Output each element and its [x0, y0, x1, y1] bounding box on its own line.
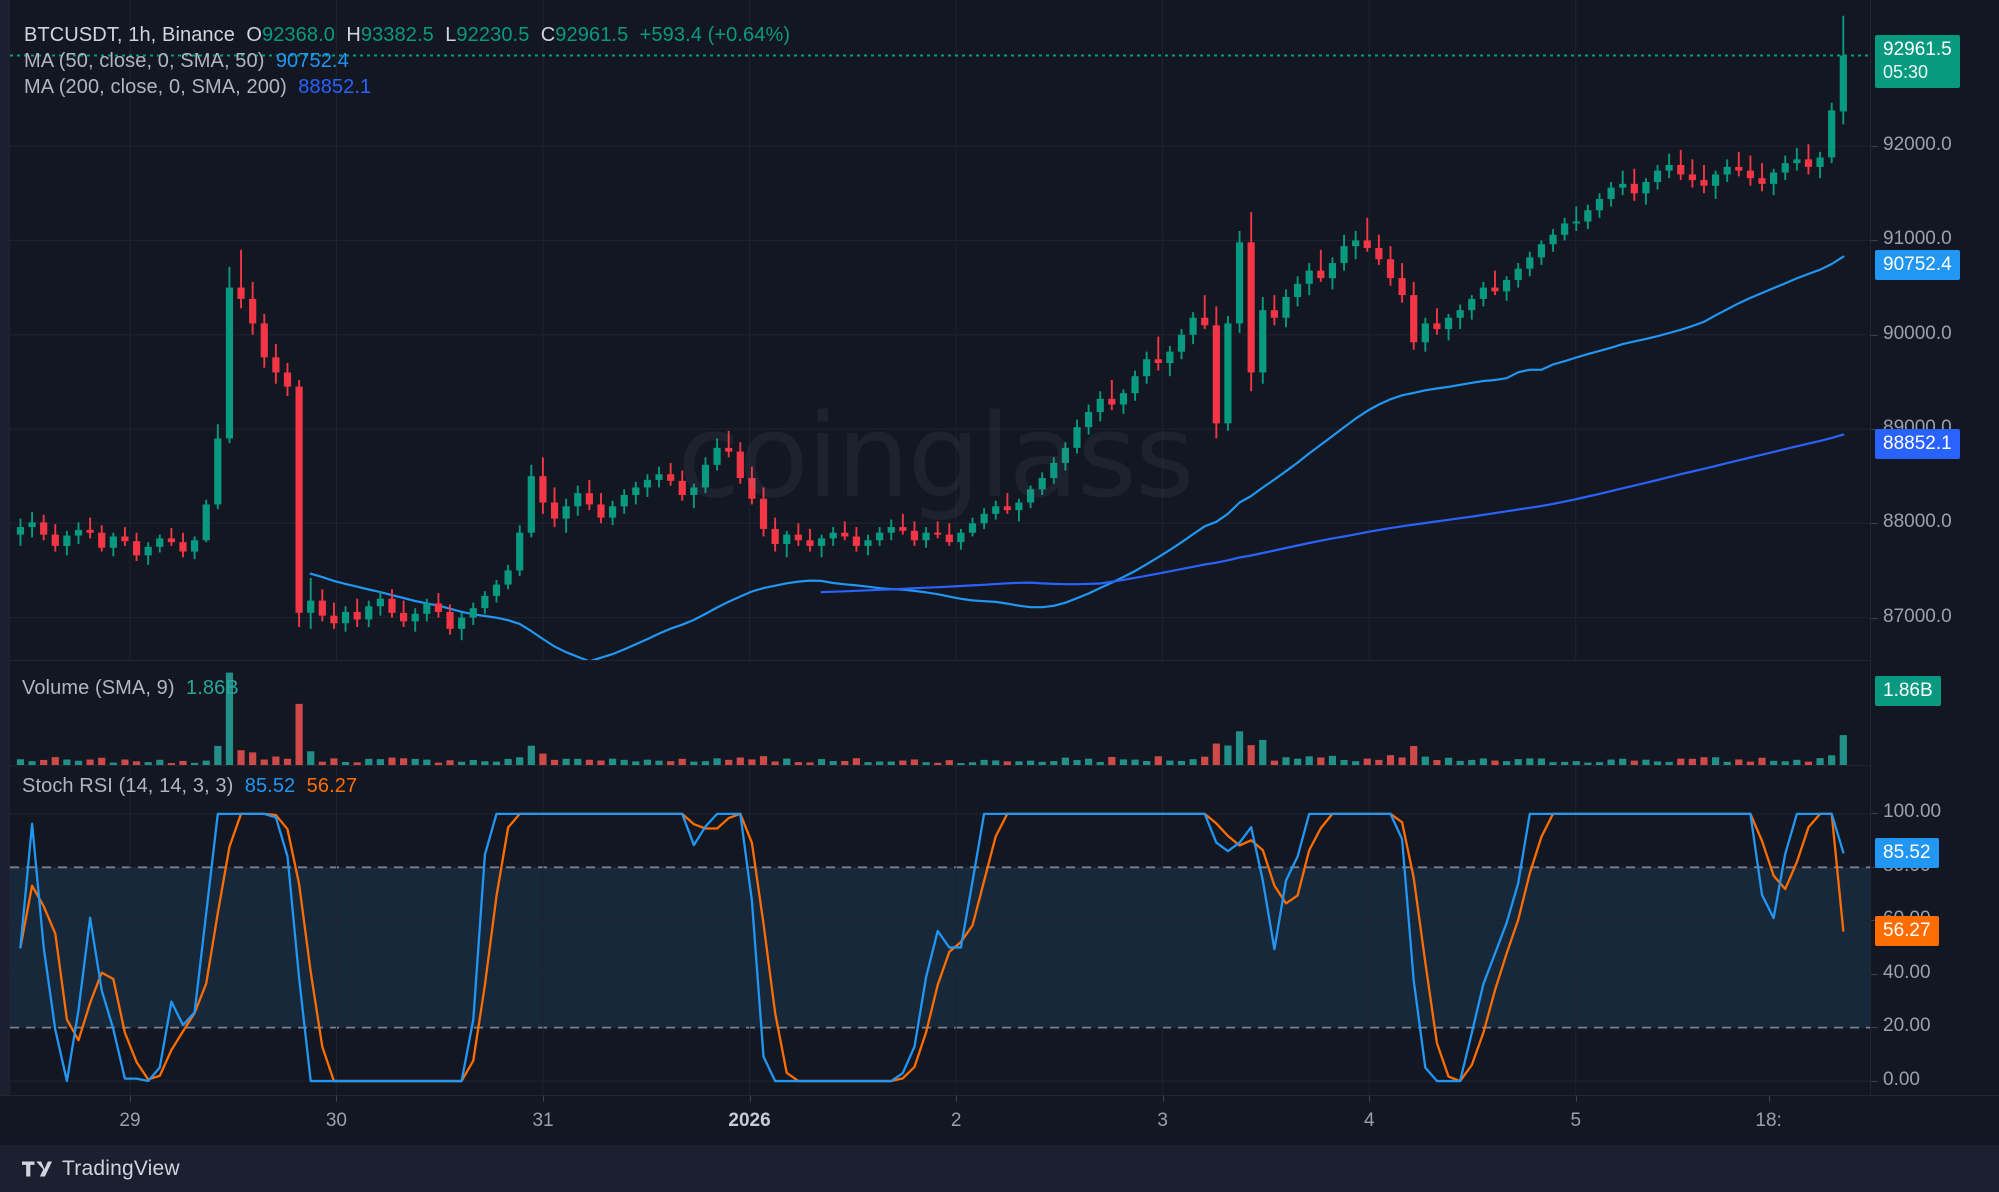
time-tick-label: 31	[532, 1110, 554, 1131]
time-tick-mark	[543, 1096, 545, 1102]
price-tick-mark	[1871, 146, 1878, 148]
time-tick-mark	[129, 1096, 131, 1102]
tradingview-logo-icon	[22, 1159, 52, 1179]
stoch-k-value-badge[interactable]: 85.52	[1875, 837, 1939, 868]
tradingview-brand-label: TradingView	[62, 1156, 180, 1180]
stoch-tick-mark	[1871, 973, 1878, 975]
ma200-value-badge[interactable]: 88852.1	[1875, 428, 1960, 459]
price-tick-label: 91000.0	[1883, 228, 1952, 250]
price-tick-mark	[1871, 523, 1878, 525]
last-price-badge[interactable]: 92961.5 05:30	[1875, 35, 1960, 89]
time-tick-label: 2026	[728, 1110, 771, 1131]
stoch-tick-mark	[1871, 1081, 1878, 1082]
volume-pane[interactable]	[10, 660, 1870, 765]
price-pane[interactable]	[10, 0, 1870, 660]
stoch-rsi-line-plot[interactable]	[10, 766, 1870, 1095]
time-tick-label: 29	[119, 1110, 141, 1131]
stoch-tick-mark	[1871, 920, 1878, 922]
time-tick-mark	[956, 1096, 958, 1102]
price-tick-label: 90000.0	[1883, 322, 1952, 344]
time-tick-label: 18:	[1755, 1110, 1782, 1131]
stoch-tick-label: 20.00	[1883, 1015, 1931, 1037]
time-tick-mark	[1162, 1096, 1164, 1102]
time-tick-mark	[336, 1096, 338, 1102]
stoch-tick-mark	[1871, 813, 1878, 814]
time-tick-mark	[749, 1096, 751, 1102]
footer-bar: TradingView	[0, 1145, 1999, 1192]
stoch-tick-mark	[1871, 866, 1878, 868]
stoch-tick-label: 0.00	[1883, 1069, 1920, 1090]
price-candlestick-plot[interactable]	[10, 0, 1870, 660]
ma50-value-badge-value: 90752.4	[1883, 253, 1952, 275]
price-tick-mark	[1871, 429, 1878, 430]
time-tick-mark	[1575, 1096, 1577, 1102]
time-tick-label: 2	[950, 1110, 962, 1131]
volume-bar-plot[interactable]	[10, 661, 1870, 765]
volume-sma-value-badge[interactable]: 1.86B	[1875, 676, 1941, 706]
price-tick-label: 92000.0	[1883, 134, 1952, 156]
left-gutter	[0, 0, 10, 1145]
time-tick-label: 5	[1570, 1110, 1582, 1131]
time-tick-mark	[1768, 1096, 1770, 1102]
price-tick-label: 88000.0	[1883, 511, 1952, 533]
time-tick-mark	[1369, 1096, 1371, 1102]
time-scale-axis[interactable]: 29 30 31 2026 2 3 4 5 18:	[0, 1095, 1999, 1145]
stoch-tick-label: 40.00	[1883, 961, 1931, 983]
stoch-rsi-pane[interactable]	[10, 765, 1870, 1095]
price-tick-mark	[1871, 334, 1878, 336]
time-tick-label: 4	[1363, 1110, 1375, 1131]
price-scale-axis[interactable]: 92000.0 91000.0 90000.0 89000.0 88000.0 87000…	[1870, 0, 1999, 1145]
stoch-tick-mark	[1871, 1027, 1878, 1029]
last-price-badge-value: 92961.5	[1883, 39, 1952, 61]
price-tick-mark	[1871, 240, 1878, 242]
stoch-d-value-badge[interactable]: 56.27	[1875, 916, 1939, 947]
time-tick-label: 30	[325, 1110, 347, 1131]
ma50-value-badge[interactable]: 90752.4	[1875, 249, 1960, 280]
price-tick-mark	[1871, 617, 1878, 619]
price-tick-label: 87000.0	[1883, 605, 1952, 627]
time-tick-label: 3	[1157, 1110, 1168, 1131]
last-price-badge-time: 05:30	[1883, 62, 1929, 83]
stoch-tick-label: 100.00	[1883, 801, 1942, 822]
ma200-value-badge-value: 88852.1	[1883, 432, 1952, 454]
